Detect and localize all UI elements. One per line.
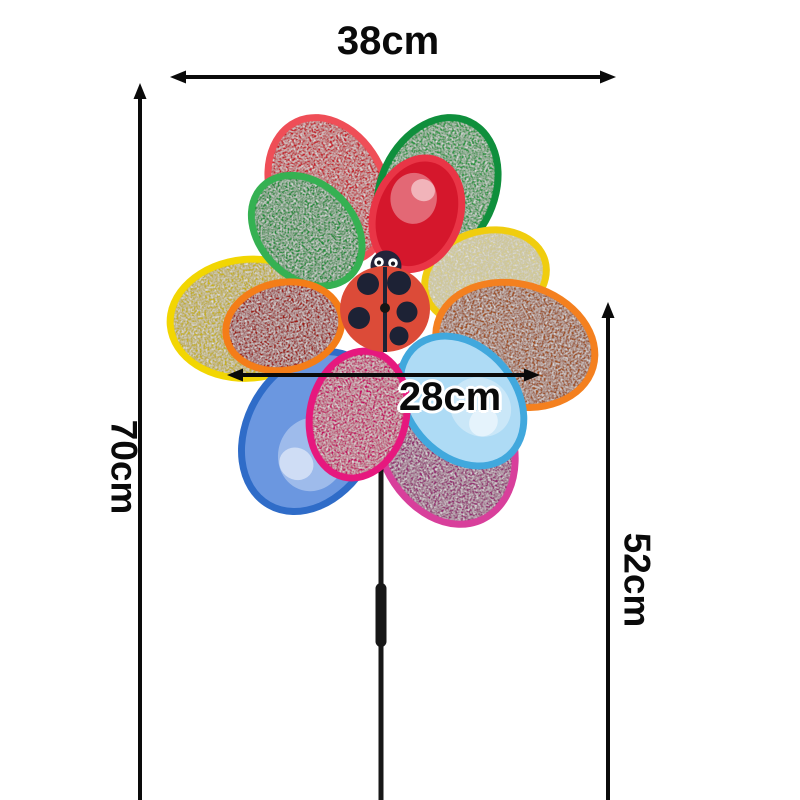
petal-magenta-inner: [305, 347, 411, 482]
ladybug-spot: [389, 326, 409, 346]
total-height-arrow: [133, 83, 147, 800]
ladybug-spot: [396, 301, 418, 323]
ladybug-spot: [348, 307, 370, 329]
inner-wheel-diameter-arrow: [227, 368, 540, 382]
petal-light-blue-inner: [396, 332, 528, 470]
stick-joint: [375, 583, 387, 647]
total-width-arrow: [170, 70, 616, 84]
dimension-label-total-height: 70cm: [103, 419, 145, 515]
petal-red-glossy-inner: [368, 154, 466, 274]
ladybug-spot: [387, 271, 411, 295]
stick-height-arrow: [601, 302, 615, 800]
ladybug: [340, 250, 430, 352]
ladybug-spot: [357, 273, 379, 295]
dimension-label-stick-height: 52cm: [616, 532, 658, 628]
ladybug-pivot: [380, 303, 390, 313]
petal-crimson-inner: [222, 278, 346, 375]
petal-green-inner: [247, 171, 366, 290]
dimension-label-total-width: 38cm: [336, 19, 440, 63]
dimension-label-inner-wheel-diameter: 28cm: [398, 375, 502, 419]
stick: [375, 340, 387, 800]
